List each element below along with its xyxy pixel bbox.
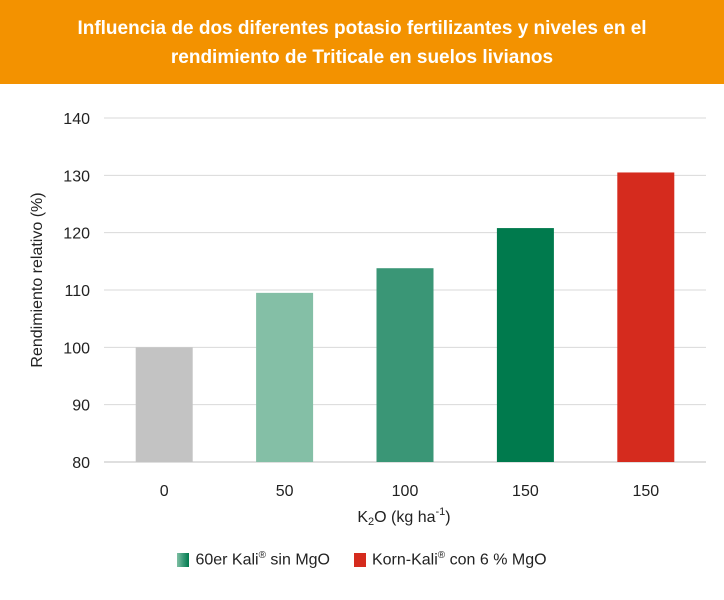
legend-swatch-green [177,552,190,567]
bar [135,347,193,462]
x-tick-label: 50 [276,483,294,500]
x-tick-label: 100 [392,483,419,500]
chart-title-line-1: Influencia de dos diferentes potasio fer… [77,18,647,39]
y-tick-label: 120 [63,226,90,243]
y-tick-label: 130 [63,168,90,185]
bar-chart: 80 90 100 110 120 130 140 0 50 100 150 150 Rendimi… [29,111,706,528]
x-tick-labels: 0 50 100 150 150 [160,483,659,500]
legend-label-60er-kali: 60er Kali® sin MgO [195,550,330,569]
legend-item-korn-kali: Korn-Kali® con 6 % MgO [353,550,547,569]
x-tick-label: 0 [160,483,169,500]
chart-title: Influencia de dos diferentes potasio fer… [0,0,724,84]
y-tick-label: 90 [72,398,90,415]
y-tick-label: 110 [64,283,90,300]
y-tick-label: 100 [63,340,90,357]
x-axis-label: K2O (kg ha-1) [357,506,450,528]
bar [496,228,554,462]
y-tick-labels: 80 90 100 110 120 130 140 [63,111,90,472]
legend: 60er Kali® sin MgO Korn-Kali® con 6 % Mg… [0,548,724,572]
y-axis-label: Rendimiento relativo (%) [29,192,46,367]
legend-swatch-red [353,552,366,567]
bars [135,172,675,462]
bar [256,292,314,462]
chart-title-line-2: rendimiento de Triticale en suelos livia… [170,47,554,68]
x-tick-label: 150 [632,483,659,500]
bar [617,172,675,462]
bar [376,268,434,462]
y-tick-label: 80 [72,455,90,472]
legend-item-60er-kali: 60er Kali® sin MgO [177,550,330,569]
x-tick-label: 150 [512,483,539,500]
legend-label-korn-kali: Korn-Kali® con 6 % MgO [371,550,547,569]
y-tick-label: 140 [63,111,90,128]
